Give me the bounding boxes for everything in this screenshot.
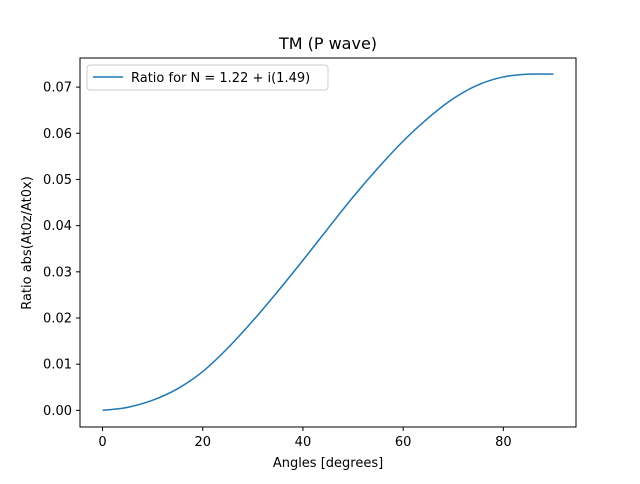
legend-box (86, 64, 329, 91)
legend: Ratio for N = 1.22 + i(1.49) (86, 64, 329, 91)
y-tick-label: 0.02 (43, 312, 72, 327)
chart-title: TM (P wave) (278, 34, 377, 53)
series-line-ratio (102, 73, 554, 412)
y-tick-label: 0.00 (43, 404, 72, 419)
y-tick-label: 0.04 (43, 219, 72, 234)
plot-area: 0 20 40 60 80 0.000.010.020.030.040.050.060.… (43, 57, 577, 450)
axes-frame (79, 57, 577, 428)
y-tick-label: 0.01 (43, 358, 72, 373)
legend-entry-label: Ratio for N = 1.22 + i(1.49) (131, 71, 310, 86)
x-tick-label: 60 (395, 435, 412, 450)
y-axis-label: Ratio abs(At0z/At0x) (20, 176, 35, 310)
y-tick-label: 0.03 (43, 265, 72, 280)
x-axis-ticks: 0 20 40 60 80 (98, 427, 512, 450)
x-axis-label: Angles [degrees] (273, 456, 383, 471)
x-tick-label: 40 (295, 435, 312, 450)
y-axis-ticks: 0.00 0.01 0.02 0.03 0.04 0.05 0.06 0.07 (43, 81, 80, 419)
y-tick-label: 0.05 (43, 173, 72, 188)
x-tick-label: 80 (495, 435, 512, 450)
y-tick-label: 0.07 (43, 81, 72, 96)
x-tick-label: 0 (98, 435, 106, 450)
y-tick-label: 0.06 (43, 127, 72, 142)
x-tick-label: 20 (194, 435, 211, 450)
curve-layer (102, 73, 554, 412)
